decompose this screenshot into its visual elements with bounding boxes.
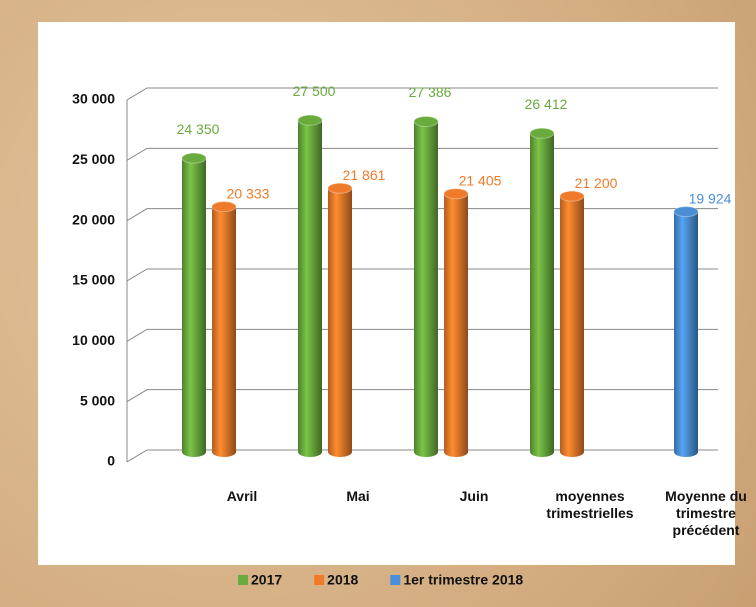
y-tick-label: 5 000 — [80, 392, 115, 408]
bar — [212, 201, 236, 457]
grid-line — [126, 328, 718, 342]
grid-line — [126, 389, 718, 403]
bar-cap — [297, 114, 323, 126]
grid-line — [126, 147, 718, 161]
chart-panel — [38, 22, 735, 565]
data-label: 21 861 — [343, 167, 386, 183]
x-tick-label: Moyenne du trimestre précédent — [665, 488, 747, 538]
bar — [560, 191, 584, 458]
x-tick-label: Avril — [226, 488, 258, 504]
legend-label: 2017 — [251, 572, 282, 588]
legend-label: 1er trimestre 2018 — [403, 572, 523, 588]
data-label: 19 924 — [689, 190, 732, 206]
bar-cap — [211, 201, 237, 213]
data-label: 24 350 — [177, 121, 220, 137]
y-tick-label: 15 000 — [72, 272, 115, 288]
grid-line — [126, 208, 718, 222]
legend-swatch — [238, 575, 248, 585]
y-tick-label: 25 000 — [72, 151, 115, 167]
bar-cap — [529, 127, 555, 139]
bar-cap — [559, 190, 585, 202]
legend-swatch — [390, 575, 401, 585]
bar — [674, 206, 698, 457]
y-tick-label: 10 000 — [72, 332, 115, 348]
legend-label: 2018 — [327, 572, 358, 588]
bar — [530, 128, 554, 457]
data-label: 21 405 — [459, 172, 502, 188]
y-tick-label: 20 000 — [72, 211, 115, 227]
bar — [328, 183, 352, 457]
bar-cap — [181, 152, 207, 164]
bar-cap — [443, 188, 469, 200]
legend-swatch — [314, 575, 325, 585]
bar-cap — [413, 116, 439, 128]
bar — [444, 188, 468, 457]
data-label: 21 200 — [575, 175, 618, 191]
bar — [298, 115, 322, 458]
data-label: 27 500 — [293, 83, 336, 99]
bar — [182, 153, 206, 457]
y-tick-label: 0 — [107, 453, 115, 469]
bar-cap — [327, 182, 353, 194]
bar — [414, 116, 438, 458]
x-tick-label: Juin — [459, 488, 489, 504]
bar-cap — [673, 206, 699, 218]
data-label: 27 386 — [409, 84, 452, 100]
grid-line — [126, 449, 718, 463]
data-label: 26 412 — [525, 96, 568, 112]
grid-line — [126, 87, 718, 101]
data-label: 20 333 — [227, 185, 270, 201]
x-tick-label: Mai — [346, 488, 370, 504]
y-tick-label: 30 000 — [72, 91, 115, 107]
grid-line — [126, 268, 718, 282]
x-tick-label: moyennes trimestrielles — [546, 488, 634, 521]
